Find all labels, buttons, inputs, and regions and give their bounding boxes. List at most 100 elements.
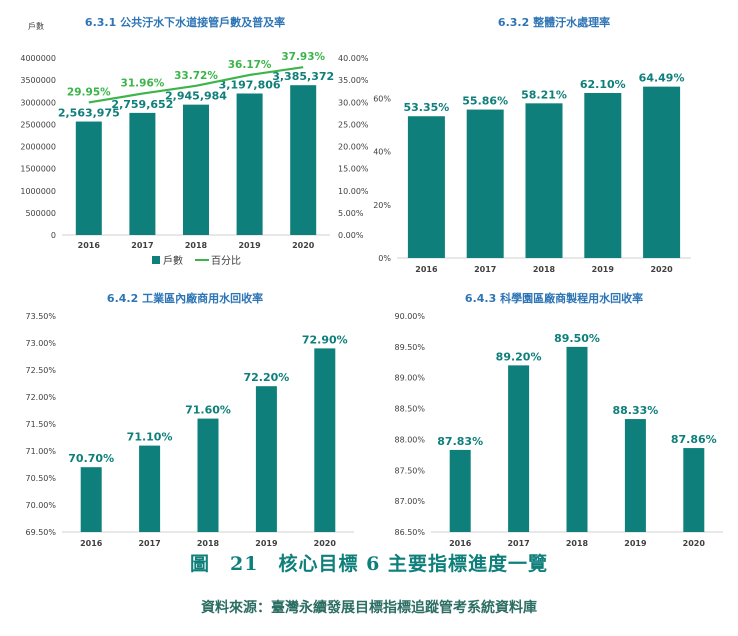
x-tick-label: 2020 [292, 241, 315, 250]
bar-2017 [129, 112, 156, 235]
x-tick-label: 2018 [533, 265, 556, 274]
x-tick-label: 2016 [80, 539, 103, 548]
y-tick-label: 3000000 [20, 98, 56, 107]
chart-title: 6.4.2 工業區內廠商用水回收率 [107, 291, 263, 305]
y-tick-label: 89.50% [394, 343, 425, 352]
data-label: 2,945,984 [165, 90, 227, 103]
data-label: 3,385,372 [272, 70, 334, 83]
data-label: 70.70% [68, 452, 114, 465]
x-tick-label: 2017 [474, 265, 496, 274]
y-tick-label: 86.50% [394, 528, 425, 537]
bar-2018 [566, 346, 588, 532]
chart-title: 6.3.2 整體汙水處理率 [498, 15, 610, 29]
x-tick-label: 2017 [138, 539, 160, 548]
y2-tick-label: 25.00% [338, 120, 369, 129]
chart-6-4-3: 6.4.3 科學園區廠商製程用水回收率 86.50% 87.00% 87.50% 88.… [394, 291, 723, 548]
data-label: 2,759,652 [111, 98, 173, 111]
bar-2018 [183, 104, 209, 236]
bar-2016 [75, 121, 102, 235]
data-label: 58.21% [521, 88, 567, 101]
bar-2016 [407, 116, 445, 259]
data-label: 2,563,975 [58, 107, 120, 120]
y-tick-label: 1000000 [20, 187, 56, 196]
y-tick-label: 88.50% [394, 405, 425, 414]
y-tick-label: 3500000 [20, 76, 56, 85]
bar-2016 [80, 467, 102, 532]
line-data-label: 36.17% [228, 59, 272, 71]
data-label: 64.49% [639, 72, 685, 85]
bar-2018 [525, 103, 563, 258]
data-label: 71.10% [127, 431, 173, 444]
y-tick-label: 70.50% [25, 474, 56, 483]
x-tick-label: 2018 [197, 539, 220, 548]
line-data-label: 33.72% [174, 70, 218, 82]
y2-tick-label: 35.00% [338, 76, 369, 85]
bar-2019 [584, 92, 622, 259]
y-tick-label: 73.50% [25, 312, 56, 321]
y-tick-label: 2500000 [20, 120, 56, 129]
bar-2020 [290, 85, 317, 235]
y-tick-label: 500000 [25, 209, 56, 218]
line-data-label: 31.96% [121, 78, 165, 90]
chart-6-3-1: 6.3.1 公共汙水下水道接管戶數及普及率戶數05000001000000150… [20, 15, 369, 267]
y-tick-label: 71.00% [25, 447, 56, 456]
x-tick-label: 2020 [314, 539, 337, 548]
bar-2017 [466, 109, 504, 259]
data-label: 89.50% [554, 332, 600, 345]
y-tick-label: 20% [373, 201, 391, 210]
bar-2020 [643, 86, 681, 258]
data-source: 資料來源：臺灣永續發展目標指標追蹤管考系統資料庫 [201, 600, 537, 616]
legend-label-households: 戶數 [163, 254, 183, 267]
chart-title: 6.3.1 公共汙水下水道接管戶數及普及率 [85, 15, 285, 29]
y-tick-label: 73.00% [25, 339, 56, 348]
data-label: 71.60% [185, 404, 231, 417]
figure-caption: 圖 21 核心目標 6 主要指標進度一覽 [190, 553, 548, 575]
y-tick-label: 40% [373, 148, 391, 157]
chart-6-4-2: 6.4.2 工業區內廠商用水回收率 69.50% 70.00% 70.50% 71.00… [25, 291, 354, 548]
bar-2016 [449, 449, 471, 532]
y-axis-unit-label: 戶數 [28, 21, 44, 31]
y-tick-label: 0 [51, 231, 56, 240]
y-tick-label: 1500000 [20, 165, 56, 174]
chart-6-3-2: 6.3.2 整體汙水處理率 0% 20% 40% 60% 53.35% 55.86% 58.2… [373, 15, 691, 274]
data-label: 55.86% [462, 95, 508, 108]
y-tick-label: 88.00% [394, 435, 425, 444]
bar-2017 [139, 445, 161, 532]
y2-tick-label: 40.00% [338, 54, 369, 63]
y2-tick-label: 30.00% [338, 98, 369, 107]
data-label: 89.20% [496, 350, 542, 363]
y-tick-label: 90.00% [394, 312, 425, 321]
line-data-label: 37.93% [281, 51, 325, 63]
chart-title: 6.4.3 科學園區廠商製程用水回收率 [465, 291, 643, 305]
y-tick-label: 72.00% [25, 393, 56, 402]
y-tick-label: 89.00% [394, 374, 425, 383]
data-label: 87.83% [437, 435, 483, 448]
x-tick-label: 2018 [566, 539, 589, 548]
x-tick-label: 2016 [78, 241, 101, 250]
bar-2019 [236, 93, 263, 235]
x-tick-label: 2020 [683, 539, 706, 548]
y-tick-label: 70.00% [25, 501, 56, 510]
data-label: 87.86% [671, 433, 717, 446]
bar-2019 [255, 386, 277, 532]
x-tick-label: 2017 [131, 241, 153, 250]
data-label: 88.33% [612, 404, 658, 417]
bar-2020 [314, 348, 336, 532]
x-tick-label: 2020 [650, 265, 673, 274]
bar-2018 [197, 418, 219, 532]
y-tick-label: 71.50% [25, 420, 56, 429]
data-label: 53.35% [403, 101, 449, 114]
y-tick-label: 2000000 [20, 143, 56, 152]
y-tick-label: 60% [373, 95, 391, 104]
x-tick-label: 2019 [255, 539, 278, 548]
bar-2017 [508, 365, 530, 532]
percent-line [88, 66, 304, 104]
y2-tick-label: 5.00% [338, 209, 364, 218]
x-tick-label: 2019 [592, 265, 615, 274]
data-label: 62.10% [580, 78, 626, 91]
y2-tick-label: 10.00% [338, 187, 369, 196]
data-label: 72.90% [302, 333, 348, 346]
y-tick-label: 0% [378, 254, 391, 263]
legend-label-percent: 百分比 [211, 255, 241, 267]
y-tick-label: 72.50% [25, 366, 56, 375]
